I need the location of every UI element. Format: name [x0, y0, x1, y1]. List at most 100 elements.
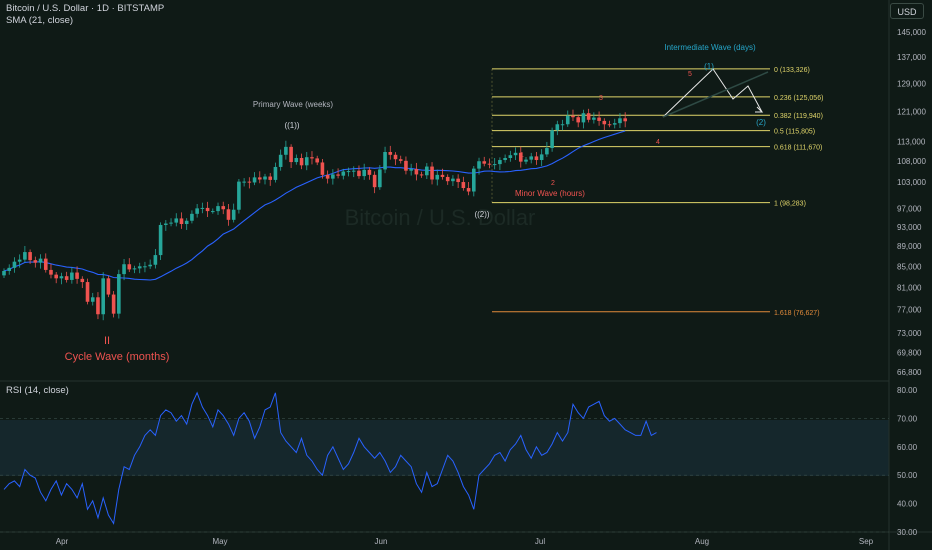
candle-body — [602, 120, 607, 125]
candle-body — [184, 220, 189, 225]
candle-body — [101, 278, 105, 315]
time-tick-label: May — [212, 537, 227, 546]
candle-body — [592, 117, 596, 120]
candle-body — [451, 178, 455, 182]
price-tick-label: 103,000 — [897, 178, 926, 187]
rsi-tick-label: 30.00 — [897, 528, 918, 537]
candle-body — [75, 272, 79, 279]
fib-level-label: 0.618 (111,670) — [774, 145, 822, 152]
rsi-tick-label: 70.00 — [897, 414, 918, 423]
candle-body — [221, 206, 226, 210]
time-tick-label: Jun — [375, 537, 388, 546]
fibonacci-retracement[interactable]: 0 (133,326) 0.236 (125,056) 0.382 (119,940… — [491, 67, 823, 317]
candle-body — [346, 171, 351, 173]
candle-body — [414, 169, 419, 175]
candle-body — [85, 282, 90, 302]
rsi-band — [0, 420, 889, 476]
candle-body — [211, 211, 215, 213]
candlestick-series — [2, 108, 627, 321]
candle-body — [200, 207, 205, 209]
candle-body — [242, 181, 246, 183]
axes: 145,000 137,000 129,000 121,000 113,000 108,0… — [56, 28, 927, 546]
candle-body — [618, 118, 622, 124]
candle-body — [12, 261, 17, 268]
fib-level-label: 0 (133,326) — [774, 67, 810, 74]
candle-body — [169, 222, 173, 224]
candle-body — [96, 297, 100, 315]
candle-body — [362, 169, 366, 177]
intermediate-wave-label: Intermediate Wave (days) — [664, 43, 756, 52]
fib-level-label: 0.382 (119,940) — [774, 113, 823, 120]
candle-body — [508, 155, 513, 159]
candle-body — [179, 218, 184, 225]
projected-wave-path[interactable] — [662, 68, 763, 118]
candle-body — [143, 266, 147, 268]
candle-body — [257, 177, 262, 180]
candle-body — [320, 162, 325, 175]
price-tick-label: 66,800 — [897, 368, 922, 377]
candle-body — [581, 113, 586, 123]
candle-body — [252, 177, 257, 183]
candle-body — [132, 268, 137, 270]
candle-body — [378, 169, 382, 188]
price-tick-label: 113,000 — [897, 137, 926, 146]
currency-button[interactable]: USD — [890, 3, 924, 19]
sma-legend: SMA (21, close) — [6, 15, 74, 26]
candle-body — [336, 174, 340, 176]
candle-body — [487, 163, 492, 165]
rsi-tick-label: 60.00 — [897, 443, 918, 452]
wave-projection[interactable] — [662, 68, 769, 118]
price-tick-label: 145,000 — [897, 28, 926, 37]
candle-body — [59, 276, 64, 279]
rsi-tick-label: 40.00 — [897, 500, 918, 509]
candle-body — [64, 276, 69, 280]
candle-body — [461, 182, 466, 189]
price-tick-label: 97,000 — [897, 204, 922, 213]
minor-wave-label: Minor Wave (hours) — [515, 189, 585, 198]
candle-body — [122, 264, 126, 275]
candle-body — [524, 159, 528, 162]
candle-body — [195, 208, 199, 214]
price-tick-label: 77,000 — [897, 306, 922, 315]
candle-body — [294, 158, 299, 163]
candle-body — [70, 272, 74, 280]
sma-21-line — [3, 130, 626, 281]
candle-body — [367, 169, 372, 175]
candle-body — [612, 123, 617, 125]
candle-body — [268, 176, 273, 180]
candle-body — [137, 266, 142, 269]
candle-body — [393, 154, 398, 160]
price-tick-label: 121,000 — [897, 107, 926, 116]
candle-body — [310, 157, 314, 159]
candle-body — [545, 148, 549, 155]
candle-body — [7, 267, 12, 271]
candle-body — [158, 224, 163, 256]
intermediate-wave-2: (2) — [756, 118, 766, 127]
candle-body — [216, 206, 220, 212]
candle-body — [597, 117, 601, 121]
rsi-tick-label: 80.00 — [897, 386, 918, 395]
candle-body — [425, 166, 429, 176]
price-tick-label: 69,800 — [897, 349, 922, 358]
projection-channel — [662, 71, 769, 118]
candle-body — [409, 169, 413, 171]
candle-body — [571, 115, 575, 118]
candle-body — [43, 258, 48, 270]
primary-wave-2: ((2)) — [474, 210, 489, 219]
candle-body — [435, 174, 440, 180]
candle-body — [263, 176, 267, 180]
candle-body — [90, 297, 95, 302]
cycle-wave-number: II — [104, 335, 110, 347]
candle-body — [174, 218, 179, 223]
candle-body — [560, 124, 565, 126]
candle-body — [315, 158, 319, 163]
candle-body — [550, 130, 554, 149]
candle-body — [357, 170, 361, 177]
candle-body — [492, 164, 497, 166]
candle-body — [539, 154, 544, 161]
candle-body — [445, 176, 450, 182]
candle-body — [23, 252, 27, 260]
candle-body — [623, 118, 627, 122]
